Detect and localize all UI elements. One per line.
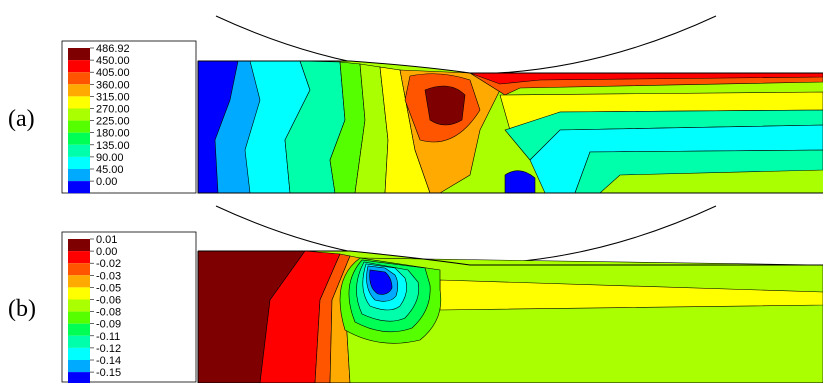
legend-labels-b: 0.010.00-0.02-0.03-0.05-0.06-0.08-0.09-0… <box>90 234 121 379</box>
legend-swatch <box>68 263 90 276</box>
legend-value: -0.14 <box>96 355 121 367</box>
legend-value: -0.02 <box>96 258 121 270</box>
legend-b: 0.010.00-0.02-0.03-0.05-0.06-0.08-0.09-0… <box>61 231 197 383</box>
contour-bands-b <box>197 250 823 383</box>
legend-value: -0.08 <box>96 307 121 319</box>
legend-swatch <box>68 239 90 252</box>
legend-swatch <box>68 84 90 97</box>
panel-a: 486.92450.00405.00360.00315.00270.00225.… <box>8 15 823 194</box>
legend-swatch <box>68 96 90 109</box>
legend-swatch <box>68 132 90 145</box>
legend-swatch <box>68 347 90 360</box>
legend-value: 0.01 <box>96 234 117 246</box>
legend-swatch <box>68 108 90 121</box>
legend-labels-a: 486.92450.00405.00360.00315.00270.00225.… <box>90 43 130 188</box>
legend-swatch <box>68 156 90 169</box>
legend-swatch <box>68 251 90 264</box>
legend-value: 486.92 <box>96 43 130 55</box>
strip-outline-a <box>197 60 823 194</box>
legend-swatch <box>68 287 90 300</box>
legend-value: 270.00 <box>96 104 130 116</box>
legend-swatch <box>68 335 90 348</box>
legend-value: -0.09 <box>96 319 121 331</box>
contour-bands-a <box>197 60 823 194</box>
legend-value: -0.05 <box>96 282 121 294</box>
legend-value: -0.15 <box>96 367 121 379</box>
legend-value: -0.12 <box>96 343 121 355</box>
panel-label-a: (a) <box>8 106 35 132</box>
legend-value: 0.00 <box>96 246 117 258</box>
legend-value: 135.00 <box>96 140 130 152</box>
legend-swatch <box>68 181 90 194</box>
legend-value: 225.00 <box>96 116 130 128</box>
legend-swatch <box>68 372 90 383</box>
legend-value: 405.00 <box>96 67 130 79</box>
panel-b: 0.010.00-0.02-0.03-0.05-0.06-0.08-0.09-0… <box>8 205 823 383</box>
legend-value: 450.00 <box>96 55 130 67</box>
legend-value: 180.00 <box>96 128 130 140</box>
legend-swatch <box>68 72 90 85</box>
legend-swatches-b <box>68 239 90 383</box>
legend-swatch <box>68 323 90 336</box>
legend-value: 360.00 <box>96 79 130 91</box>
legend-value: -0.03 <box>96 270 121 282</box>
panel-label-b: (b) <box>8 296 36 322</box>
legend-swatch <box>68 299 90 312</box>
legend-value: 315.00 <box>96 91 130 103</box>
legend-swatch <box>68 360 90 373</box>
legend-value: 0.00 <box>96 176 117 188</box>
legend-value: -0.06 <box>96 295 121 307</box>
legend-swatch <box>68 275 90 288</box>
legend-swatch <box>68 144 90 157</box>
legend-swatch <box>68 48 90 61</box>
legend-a: 486.92450.00405.00360.00315.00270.00225.… <box>61 40 197 194</box>
legend-swatch <box>68 311 90 324</box>
strip-outline-b <box>197 250 823 383</box>
legend-value: -0.11 <box>96 331 120 343</box>
legend-value: 90.00 <box>96 152 124 164</box>
legend-swatch <box>68 120 90 133</box>
legend-swatches-a <box>68 48 90 194</box>
legend-swatch <box>68 169 90 182</box>
legend-value: 45.00 <box>96 164 124 176</box>
legend-swatch <box>68 60 90 73</box>
